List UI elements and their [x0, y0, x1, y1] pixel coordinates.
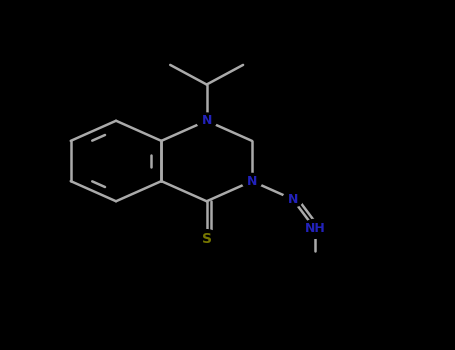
Circle shape: [303, 219, 327, 238]
Text: S: S: [202, 232, 212, 246]
Circle shape: [197, 113, 217, 128]
Circle shape: [194, 230, 219, 249]
Circle shape: [283, 191, 303, 207]
Text: N: N: [202, 114, 212, 127]
Circle shape: [242, 173, 262, 189]
Text: N: N: [247, 175, 257, 188]
Text: N: N: [288, 193, 298, 206]
Text: NH: NH: [304, 222, 325, 235]
